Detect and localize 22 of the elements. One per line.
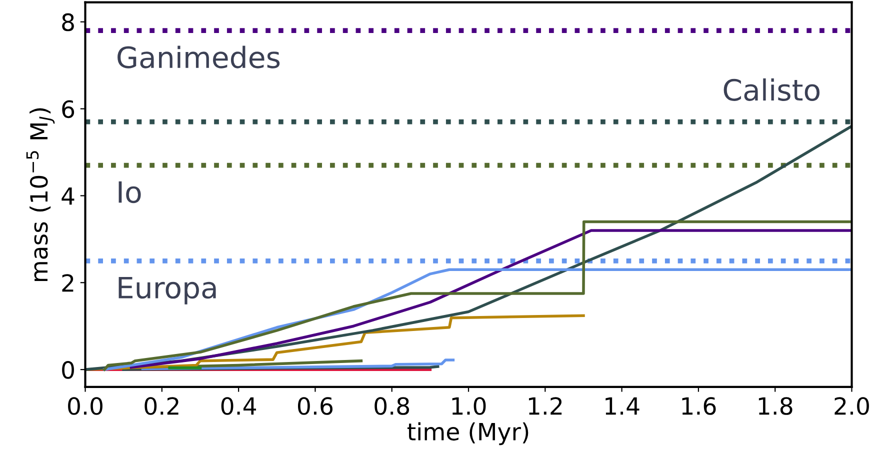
- ref-line-label: Ganimedes: [118, 46, 280, 68]
- y-tick-label: 2: [62, 274, 74, 292]
- x-axis-title: time (Myr): [407, 422, 528, 446]
- y-tick-label: 0: [62, 361, 74, 379]
- x-tick-label: 0.2: [144, 397, 178, 415]
- x-tick-label: 0.4: [221, 397, 256, 415]
- ref-line-label: Calisto: [724, 78, 820, 101]
- y-tick-label: 8: [62, 13, 74, 32]
- ref-line-label: Europa: [118, 277, 216, 304]
- x-tick-label: 2.0: [834, 397, 869, 415]
- ref-line-label: Io: [118, 181, 141, 204]
- x-tick-label: 0.6: [298, 397, 332, 415]
- x-tick-label: 1.0: [452, 397, 486, 415]
- y-tick-label: 6: [62, 100, 74, 118]
- x-tick-label: 0.0: [68, 397, 102, 415]
- y-tick-label: 4: [62, 187, 74, 205]
- x-tick-label: 1.8: [758, 397, 792, 415]
- y-axis-title: mass (10$^{−5}$ M$_{J}$): [26, 108, 55, 282]
- x-tick-label: 1.4: [606, 397, 640, 415]
- x-tick-label: 1.6: [682, 397, 716, 415]
- x-tick-label: 0.8: [374, 397, 410, 415]
- x-tick-label: 1.2: [528, 397, 562, 415]
